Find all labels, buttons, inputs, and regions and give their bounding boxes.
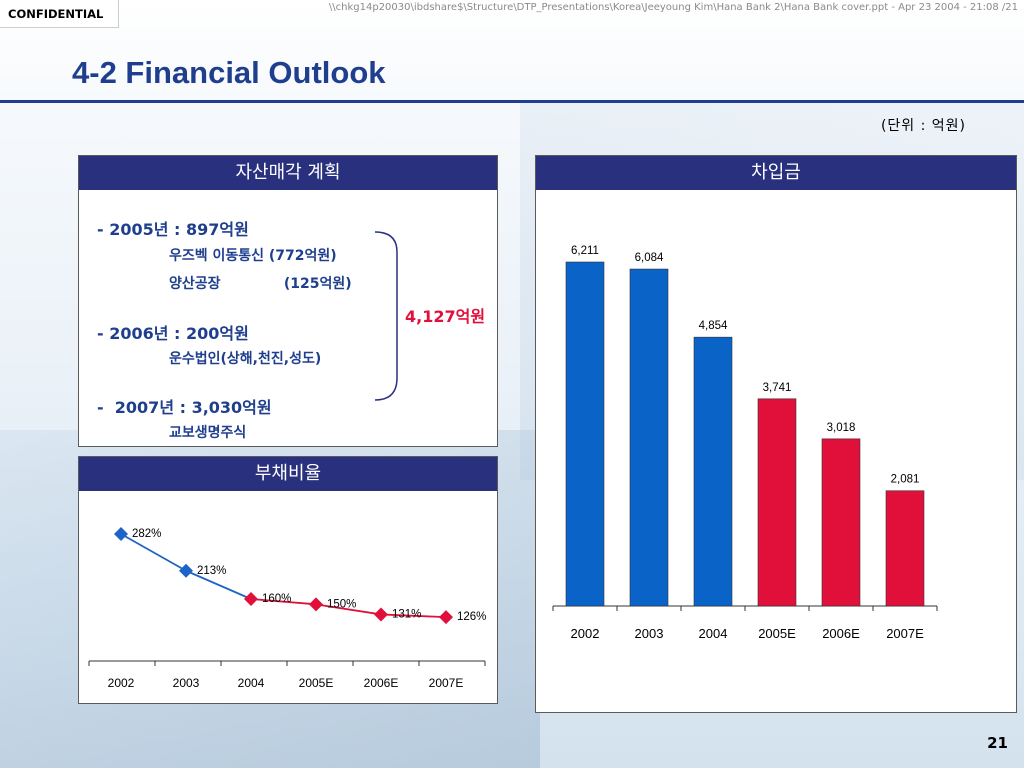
- data-label: 3,741: [763, 382, 792, 394]
- data-label: 6,084: [635, 252, 664, 264]
- data-label: 126%: [457, 611, 486, 623]
- bar: [885, 490, 925, 607]
- x-tick-label: 2002: [108, 676, 135, 690]
- page-title: 4-2 Financial Outlook: [72, 55, 386, 90]
- x-tick-label: 2003: [635, 626, 664, 641]
- x-tick-label: 2004: [238, 676, 265, 690]
- data-label: 131%: [392, 608, 421, 620]
- sub-2005-b: 양산공장 (125억원): [169, 276, 352, 292]
- borrowings-chart: 6,211 2002 6,084 2003 4,854 2004 3,741 2005E 3,0…: [552, 245, 938, 641]
- data-label: 282%: [132, 528, 161, 540]
- line-2005: - 2005년 : 897억원: [97, 220, 249, 239]
- series-line-segment: [380, 613, 447, 619]
- series-line-segment: [250, 598, 317, 606]
- x-tick-label: 2006E: [364, 676, 399, 690]
- series-line-segment: [185, 569, 252, 600]
- data-label: 213%: [197, 565, 226, 577]
- series-line-segment: [120, 533, 187, 572]
- debt-ratio-panel: 부채비율 282% 2002 213% 2003 160% 2004 150% 2005E 13…: [78, 456, 498, 704]
- data-point: [374, 607, 388, 622]
- asset-sale-heading: 자산매각 계획: [79, 156, 497, 190]
- asset-sale-panel: 자산매각 계획 - 2005년 : 897억원 우즈벡 이동통신 (772억원)…: [78, 155, 498, 447]
- data-point: [439, 610, 453, 625]
- data-label: 160%: [262, 593, 291, 605]
- x-tick-label: 2006E: [822, 626, 860, 641]
- x-tick-label: 2002: [571, 626, 600, 641]
- data-point: [244, 592, 258, 606]
- borrowings-heading: 차입금: [536, 156, 1016, 190]
- confidential-label: CONFIDENTIAL: [8, 7, 104, 21]
- unit-label: (단위 : 억원): [880, 118, 966, 134]
- title-divider: [0, 100, 1024, 103]
- x-tick-label: 2003: [173, 676, 200, 690]
- debt-ratio-heading: 부채비율: [79, 457, 497, 491]
- line-2006: - 2006년 : 200억원: [97, 324, 249, 343]
- total-amount: 4,127억원: [405, 307, 486, 326]
- x-tick-label: 2007E: [429, 676, 464, 690]
- confidential-box: CONFIDENTIAL: [0, 0, 119, 28]
- data-point: [309, 597, 323, 612]
- bar: [757, 398, 797, 607]
- x-tick-label: 2005E: [299, 676, 334, 690]
- x-tick-label: 2007E: [886, 626, 924, 641]
- file-path: \\chkg14p20030\ibdshare$\Structure\DTP_P…: [328, 2, 1018, 13]
- data-label: 2,081: [891, 474, 920, 486]
- data-label: 3,018: [827, 422, 856, 434]
- debt-ratio-chart: 282% 2002 213% 2003 160% 2004 150% 2005E 131% 200…: [88, 527, 486, 690]
- bar: [629, 268, 669, 607]
- bar: [693, 336, 733, 607]
- data-point: [114, 527, 128, 541]
- sub-2006: 운수법인(상해,천진,성도): [169, 351, 322, 367]
- x-tick-label: 2005E: [758, 626, 796, 641]
- bar: [565, 261, 605, 607]
- data-label: 6,211: [571, 245, 599, 257]
- data-point: [179, 563, 193, 578]
- x-tick-label: 2004: [699, 626, 728, 641]
- series-line-segment: [315, 603, 382, 616]
- sub-2005-a: 우즈벡 이동통신 (772억원): [169, 248, 337, 264]
- sub-2007: 교보생명주식: [169, 425, 247, 441]
- line-2007: - 2007년 : 3,030억원: [97, 398, 272, 417]
- borrowings-panel: 차입금 6,211 2002 6,084 2003 4,854 2004 3,741 2005…: [535, 155, 1017, 713]
- total-bracket: [374, 231, 398, 401]
- data-label: 150%: [327, 598, 356, 610]
- data-label: 4,854: [699, 320, 728, 332]
- page-number: 21: [987, 734, 1008, 752]
- bar: [821, 438, 861, 607]
